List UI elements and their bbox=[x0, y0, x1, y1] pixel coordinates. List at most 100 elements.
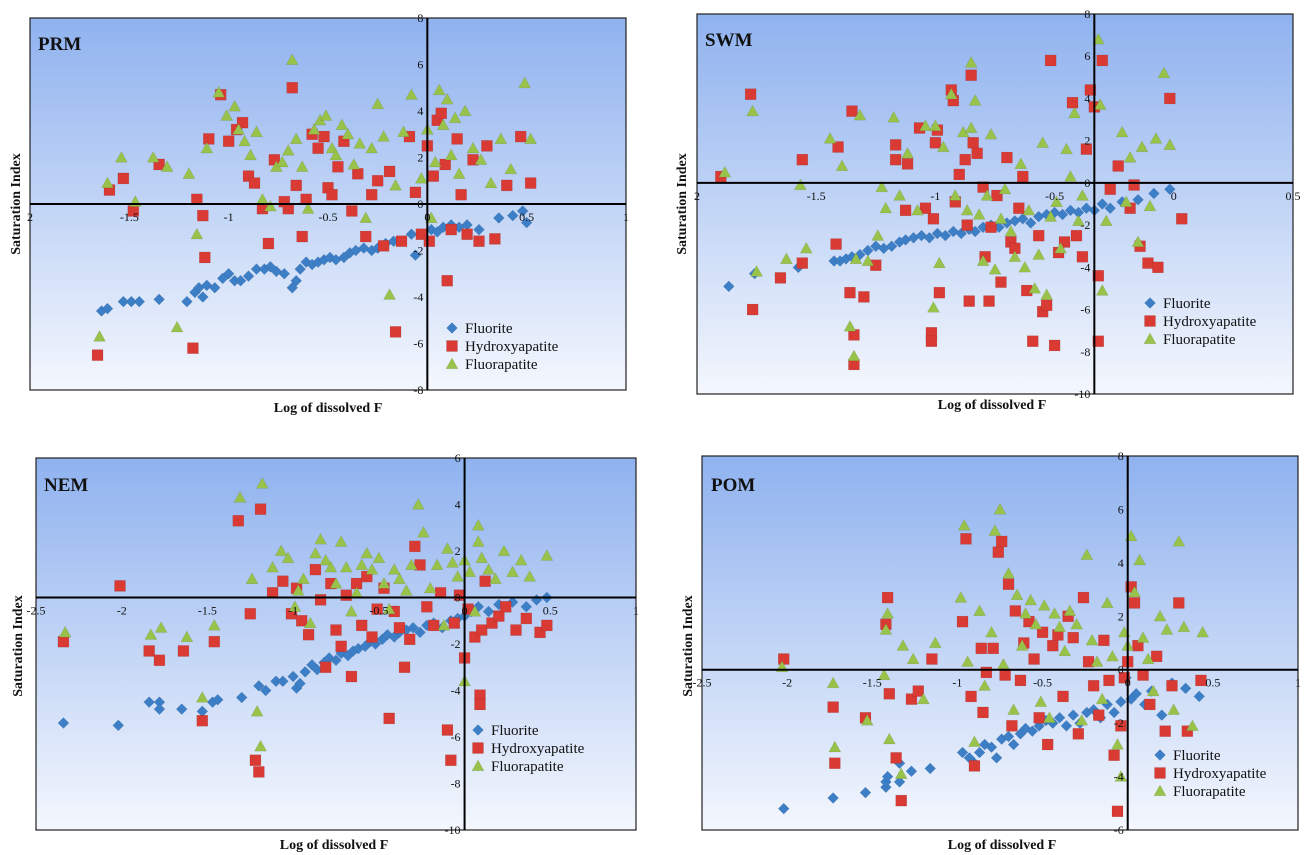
fluorapatite-point bbox=[1080, 548, 1094, 560]
y-tick-label: -2 bbox=[413, 244, 423, 258]
fluorapatite-point bbox=[207, 618, 221, 631]
fluorapatite-point bbox=[1037, 599, 1051, 611]
hydroxyapatite-point bbox=[1041, 738, 1054, 751]
fluorite-point bbox=[827, 792, 839, 804]
fluorapatite-point bbox=[1072, 214, 1085, 226]
hydroxyapatite-point bbox=[983, 295, 995, 307]
fluorapatite-point bbox=[382, 602, 396, 615]
fluorite-point bbox=[278, 267, 291, 280]
hydroxyapatite-point bbox=[1164, 92, 1176, 105]
hydroxyapatite-point bbox=[919, 202, 932, 214]
y-tick-label: 4 bbox=[1084, 91, 1090, 105]
fluorapatite-point bbox=[1048, 607, 1061, 619]
hydroxyapatite-point bbox=[355, 619, 368, 632]
fluorapatite-point bbox=[1135, 140, 1149, 153]
legend-hydroxyapatite-marker bbox=[1154, 767, 1166, 779]
fluorite-point bbox=[181, 295, 193, 308]
hydroxyapatite-point bbox=[1033, 712, 1045, 724]
fluorapatite-point bbox=[879, 623, 893, 635]
fluorapatite-point bbox=[180, 630, 194, 643]
fluorapatite-point bbox=[451, 570, 465, 582]
hydroxyapatite-point bbox=[956, 615, 969, 628]
fluorapatite-point bbox=[334, 535, 348, 547]
fluorapatite-point bbox=[506, 565, 519, 577]
y-tick-label: 0 bbox=[417, 197, 423, 211]
fluorapatite-point bbox=[936, 140, 950, 153]
fluorapatite-point bbox=[228, 99, 242, 112]
fluorapatite-point bbox=[319, 109, 333, 121]
hydroxyapatite-point bbox=[889, 139, 902, 151]
hydroxyapatite-point bbox=[377, 240, 390, 252]
hydroxyapatite-point bbox=[409, 540, 421, 553]
hydroxyapatite-point bbox=[1118, 671, 1131, 684]
fluorite-point bbox=[1053, 711, 1066, 724]
fluorite-point bbox=[287, 670, 299, 683]
hydroxyapatite-point bbox=[1096, 54, 1109, 67]
fluorapatite-point bbox=[263, 199, 277, 212]
y-tick-label: -4 bbox=[1114, 770, 1124, 784]
fluorapatite-point bbox=[957, 518, 971, 531]
axes: 2 -1.5 -1 -0.5 0 0.5 8 6 4 2 0 -2 -4 -6 -8 -10 bbox=[694, 7, 1301, 401]
fluorapatite-point bbox=[998, 182, 1012, 195]
fluorapatite-point bbox=[1018, 260, 1032, 273]
x-tick-label: 0.5 bbox=[1205, 676, 1220, 690]
fluorapatite-point bbox=[285, 53, 299, 65]
fluorapatite-point bbox=[968, 735, 981, 747]
hydroxyapatite-point bbox=[248, 177, 261, 189]
fluorapatite-point bbox=[474, 153, 488, 165]
fluorapatite-point bbox=[301, 202, 315, 214]
y-tick-label: -2 bbox=[1114, 716, 1124, 730]
fluorite-point bbox=[722, 280, 735, 293]
x-tick-label: 1 bbox=[633, 604, 639, 618]
hydroxyapatite-point bbox=[889, 153, 902, 166]
hydroxyapatite-point bbox=[991, 189, 1003, 202]
hydroxyapatite-point bbox=[393, 621, 406, 634]
fluorapatite-point bbox=[1014, 157, 1028, 169]
fluorapatite-point bbox=[861, 254, 875, 267]
hydroxyapatite-point bbox=[881, 591, 894, 604]
chart-title: PRM bbox=[38, 34, 81, 55]
hydroxyapatite-point bbox=[383, 712, 395, 725]
fluorapatite-point bbox=[1149, 132, 1163, 144]
fluorite-point bbox=[290, 274, 303, 287]
fluorapatite-point bbox=[1064, 170, 1077, 182]
fluorapatite-point bbox=[1141, 652, 1155, 665]
x-tick-label: -0.5 bbox=[319, 210, 338, 224]
y-tick-label: 2 bbox=[417, 151, 423, 165]
fluorapatite-point bbox=[928, 119, 942, 131]
fluorapatite-point bbox=[906, 652, 920, 665]
x-axis-label: Log of dissolved F bbox=[274, 401, 383, 416]
hydroxyapatite-point bbox=[1017, 170, 1029, 183]
hydroxyapatite-point bbox=[1044, 54, 1057, 67]
hydroxyapatite-point bbox=[832, 141, 844, 153]
fluorite-point bbox=[1179, 682, 1192, 695]
hydroxyapatite-point bbox=[510, 624, 522, 636]
hydroxyapatite-point bbox=[1195, 674, 1207, 687]
fluorapatite-point bbox=[347, 157, 361, 170]
fluorapatite-point bbox=[452, 167, 466, 179]
hydroxyapatite-point bbox=[796, 153, 809, 166]
fluorapatite-point bbox=[297, 572, 310, 584]
y-tick-label: 4 bbox=[1118, 556, 1124, 570]
fluorapatite-point bbox=[289, 132, 303, 144]
hydroxyapatite-point bbox=[345, 670, 358, 683]
fluorite-point bbox=[859, 786, 872, 799]
fluorapatite-point bbox=[1095, 284, 1109, 296]
x-tick-label: -2 bbox=[782, 676, 792, 690]
fluorite-point bbox=[1163, 183, 1176, 196]
hydroxyapatite-point bbox=[1057, 690, 1069, 703]
legend: Fluorite Hydroxyapatite Fluorapatite bbox=[471, 723, 585, 775]
hydroxyapatite-point bbox=[441, 274, 453, 287]
fluorapatite-point bbox=[1032, 248, 1046, 260]
x-tick-label: 2 bbox=[694, 189, 700, 203]
hydroxyapatite-point bbox=[481, 140, 493, 152]
y-tick-label: -4 bbox=[1080, 260, 1090, 274]
hydroxyapatite-point bbox=[242, 170, 255, 182]
fluorite-point bbox=[956, 746, 969, 759]
fluorite-point bbox=[153, 703, 166, 715]
hydroxyapatite-point bbox=[929, 137, 942, 149]
hydroxyapatite-point bbox=[114, 580, 126, 592]
fluorapatite-point bbox=[1128, 585, 1141, 598]
fluorapatite-point bbox=[423, 581, 437, 594]
hydroxyapatite-point bbox=[1173, 597, 1185, 609]
